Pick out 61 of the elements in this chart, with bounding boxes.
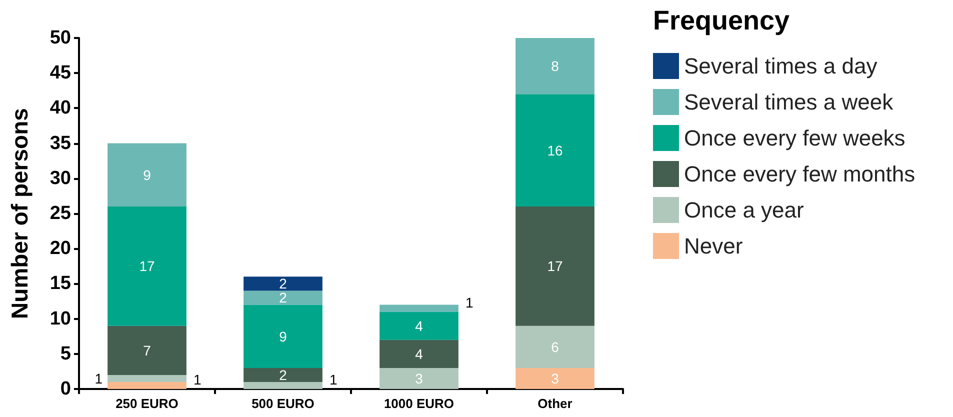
y-tick-label: 15 — [50, 273, 72, 294]
data-label: 9 — [143, 166, 152, 183]
y-tick-label: 10 — [50, 308, 71, 330]
bar — [516, 94, 594, 206]
data-label: 3 — [551, 370, 560, 386]
bar — [516, 368, 594, 389]
y-tick-label: 0 — [60, 378, 71, 400]
bar — [516, 38, 594, 94]
data-label: 4 — [415, 346, 424, 362]
data-label: 1 — [329, 371, 338, 388]
x-tick-label: 1000 EURO — [384, 396, 454, 411]
data-label: 17 — [139, 258, 155, 274]
data-label: 2 — [279, 276, 288, 292]
legend-label: Several times a day — [684, 54, 878, 78]
legend-label: Once every few weeks — [684, 126, 906, 150]
data-label: 1 — [193, 371, 202, 388]
x-tick-label: Other — [538, 396, 572, 411]
data-label: 1 — [465, 294, 474, 310]
bar — [244, 304, 322, 368]
data-label: 1 — [94, 370, 103, 386]
bar — [108, 143, 186, 206]
y-tick-label: 40 — [50, 98, 71, 119]
legend-label: Once every few months — [684, 162, 916, 186]
y-tick-label: 50 — [50, 28, 71, 48]
bar — [244, 368, 322, 382]
data-label: 2 — [279, 366, 288, 383]
y-tick-label: 5 — [60, 343, 72, 364]
bar — [380, 304, 458, 312]
bar — [244, 382, 322, 389]
bar — [244, 276, 322, 291]
data-label: 6 — [551, 338, 560, 355]
x-tick-label: 250 EURO — [116, 396, 178, 411]
bar — [108, 206, 186, 326]
y-axis-title: Number of persons — [6, 108, 32, 319]
bar — [380, 312, 458, 340]
bar — [516, 326, 594, 368]
y-tick-label: 45 — [50, 62, 72, 84]
legend-label: Once a year — [684, 198, 804, 222]
data-label: 7 — [143, 342, 152, 358]
legend-label: Several times a week — [684, 90, 894, 114]
legend-title: Frequency — [653, 6, 790, 36]
bar — [380, 368, 458, 389]
bar — [380, 340, 458, 368]
data-label: 4 — [415, 318, 424, 334]
data-label: 17 — [547, 258, 563, 274]
y-tick-label: 35 — [50, 132, 72, 154]
data-label: 2 — [279, 290, 288, 306]
y-tick-label: 25 — [50, 203, 72, 224]
data-label: 3 — [415, 370, 424, 386]
bar — [516, 206, 594, 326]
bar — [108, 382, 186, 389]
legend-label: Never — [684, 234, 743, 258]
y-tick-label: 30 — [50, 168, 71, 189]
data-label: 8 — [551, 58, 560, 74]
bar — [108, 374, 186, 382]
data-label: 16 — [547, 142, 563, 158]
x-tick-label: 500 EURO — [252, 396, 314, 411]
y-tick-label: 20 — [50, 238, 71, 260]
bar — [244, 290, 322, 305]
bar — [108, 326, 186, 375]
data-label: 9 — [279, 328, 288, 344]
